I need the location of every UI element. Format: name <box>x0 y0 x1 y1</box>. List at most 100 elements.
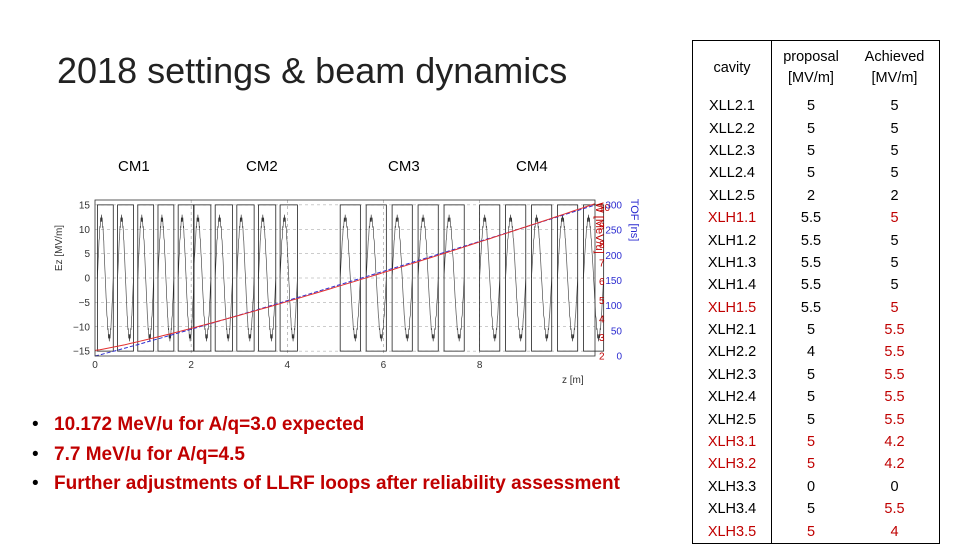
table-row: XLH1.3 5.5 5 <box>692 251 940 275</box>
cavity-box <box>279 204 298 352</box>
left-axis-label: Ez [MV/m] <box>54 225 65 271</box>
cell-cavity: XLL2.3 <box>692 139 772 163</box>
cell-achieved: 4.2 <box>884 456 905 473</box>
table-row: XLH1.1 5.5 5 <box>692 206 940 230</box>
cell-achieved: 5.5 <box>884 366 905 383</box>
cell-cavity: XLH2.1 <box>692 318 772 342</box>
cell-proposal: 5 <box>806 120 816 137</box>
field-profile <box>417 214 439 342</box>
header-cavity: cavity <box>692 40 772 95</box>
energy-tick-label: 2 <box>599 352 605 363</box>
cell-achieved: 5.5 <box>884 389 905 406</box>
cell-achieved: 0 <box>890 478 899 495</box>
right-axis-label-energy: W [MeV/u] <box>593 202 605 253</box>
table-row: XLL2.5 2 2 <box>692 184 940 207</box>
cell-proposal: 5 <box>806 434 816 451</box>
table-row: XLH1.5 5.5 5 <box>692 296 940 319</box>
tof-tick-label: 150 <box>605 276 622 287</box>
energy-tick-label: 9 <box>599 222 605 233</box>
axis-ticks: 0 2 4 6 8151050−5−10−15109876543230025020015… <box>73 200 622 371</box>
x-axis-label: z [m] <box>562 375 584 386</box>
tof-tick-label: 100 <box>605 301 622 312</box>
left-tick-label: −15 <box>73 347 90 358</box>
cell-achieved: 5 <box>890 120 899 137</box>
field-profile <box>505 214 527 342</box>
field-profile <box>531 214 552 342</box>
cell-proposal: 5.5 <box>800 277 822 294</box>
table-row: XLL2.1 5 5 <box>692 95 940 118</box>
cell-achieved: 5.5 <box>884 501 905 518</box>
cavity-table: cavity proposal [MV/m] Achieved [MV/m] XLL… <box>692 40 940 544</box>
table-row: XLH2.2 4 5.5 <box>692 341 940 364</box>
cell-cavity: XLH2.5 <box>692 408 772 431</box>
energy-tick-label: 10 <box>599 203 611 214</box>
x-tick-label: 8 <box>477 360 483 371</box>
energy-tick-label: 7 <box>599 259 605 270</box>
bullet-item: • 7.7 MeV/u for A/q=4.5 <box>30 440 620 470</box>
table-row: XLL2.4 5 5 <box>692 162 940 185</box>
cell-achieved: 2 <box>890 187 899 204</box>
cell-achieved: 5.5 <box>884 344 905 361</box>
cell-proposal: 5 <box>806 456 816 473</box>
cm1-label: CM1 <box>118 158 150 175</box>
cell-cavity: XLH3.1 <box>692 430 772 454</box>
cell-proposal: 5 <box>806 165 816 182</box>
table-row: XLH1.2 5.5 5 <box>692 229 940 252</box>
plot-grid <box>95 200 595 356</box>
field-profile <box>365 214 387 342</box>
cell-cavity: XLH3.2 <box>692 453 772 476</box>
plot-frame <box>94 199 596 357</box>
cell-proposal: 0 <box>806 478 816 495</box>
left-tick-label: −10 <box>73 322 90 333</box>
x-tick-label: 2 <box>188 360 194 371</box>
cell-cavity: XLH1.5 <box>692 296 772 319</box>
cell-proposal: 5.5 <box>800 299 822 316</box>
cell-proposal: 4 <box>806 344 816 361</box>
x-tick-label: 0 <box>92 360 98 371</box>
header-proposal: proposal [MV/m] <box>783 49 839 86</box>
table-row: XLH3.5 5 4 <box>692 520 940 544</box>
tof-tick-label: 300 <box>605 201 622 212</box>
x-tick-label: 6 <box>381 360 387 371</box>
header-achieved: Achieved [MV/m] <box>864 49 925 86</box>
energy-tick-label: 4 <box>599 314 605 325</box>
cm4-label: CM4 <box>516 158 548 175</box>
x-tick-label: 4 <box>285 360 291 371</box>
field-profile <box>443 214 465 342</box>
field-profile <box>117 214 134 342</box>
cell-achieved: 5 <box>890 277 899 294</box>
cell-cavity: XLH3.3 <box>692 475 772 499</box>
left-tick-label: 0 <box>84 274 90 285</box>
field-profiles <box>97 214 604 342</box>
table-row: XLH2.4 5 5.5 <box>692 386 940 409</box>
bullet-item: • 10.172 MeV/u for A/q=3.0 expected <box>30 410 620 440</box>
cell-proposal: 5 <box>806 98 816 115</box>
cell-proposal: 5 <box>806 411 816 428</box>
table-row: XLH2.5 5 5.5 <box>692 408 940 431</box>
table-row: XLH1.4 5.5 5 <box>692 274 940 297</box>
bullet-dot-icon: • <box>32 473 39 494</box>
tof-line <box>94 204 596 357</box>
field-profile <box>97 214 114 342</box>
cell-cavity: XLH2.3 <box>692 363 772 387</box>
bullet-item: • Further adjustments of LLRF loops after… <box>30 469 620 499</box>
cm2-label: CM2 <box>246 158 278 175</box>
energy-tick-label: 6 <box>599 277 605 288</box>
cell-achieved: 5 <box>890 210 899 227</box>
field-profile <box>557 214 578 342</box>
table-row: XLL2.2 5 5 <box>692 117 940 140</box>
table-row: XLL2.3 5 5 <box>692 139 940 163</box>
energy-tick-label: 3 <box>599 333 605 344</box>
table-row: XLH2.3 5 5.5 <box>692 363 940 387</box>
left-tick-label: 15 <box>79 200 91 211</box>
cell-proposal: 5 <box>806 142 816 159</box>
cell-cavity: XLH1.2 <box>692 229 772 252</box>
table-row: XLH3.3 0 0 <box>692 475 940 499</box>
cell-achieved: 4.2 <box>884 434 905 451</box>
tof-tick-label: 50 <box>611 326 623 337</box>
cell-cavity: XLH2.2 <box>692 341 772 364</box>
cell-achieved: 5.5 <box>884 322 905 339</box>
field-profile <box>214 214 233 342</box>
table-row: XLH2.1 5 5.5 <box>692 318 940 342</box>
cell-cavity: XLH1.1 <box>692 206 772 230</box>
